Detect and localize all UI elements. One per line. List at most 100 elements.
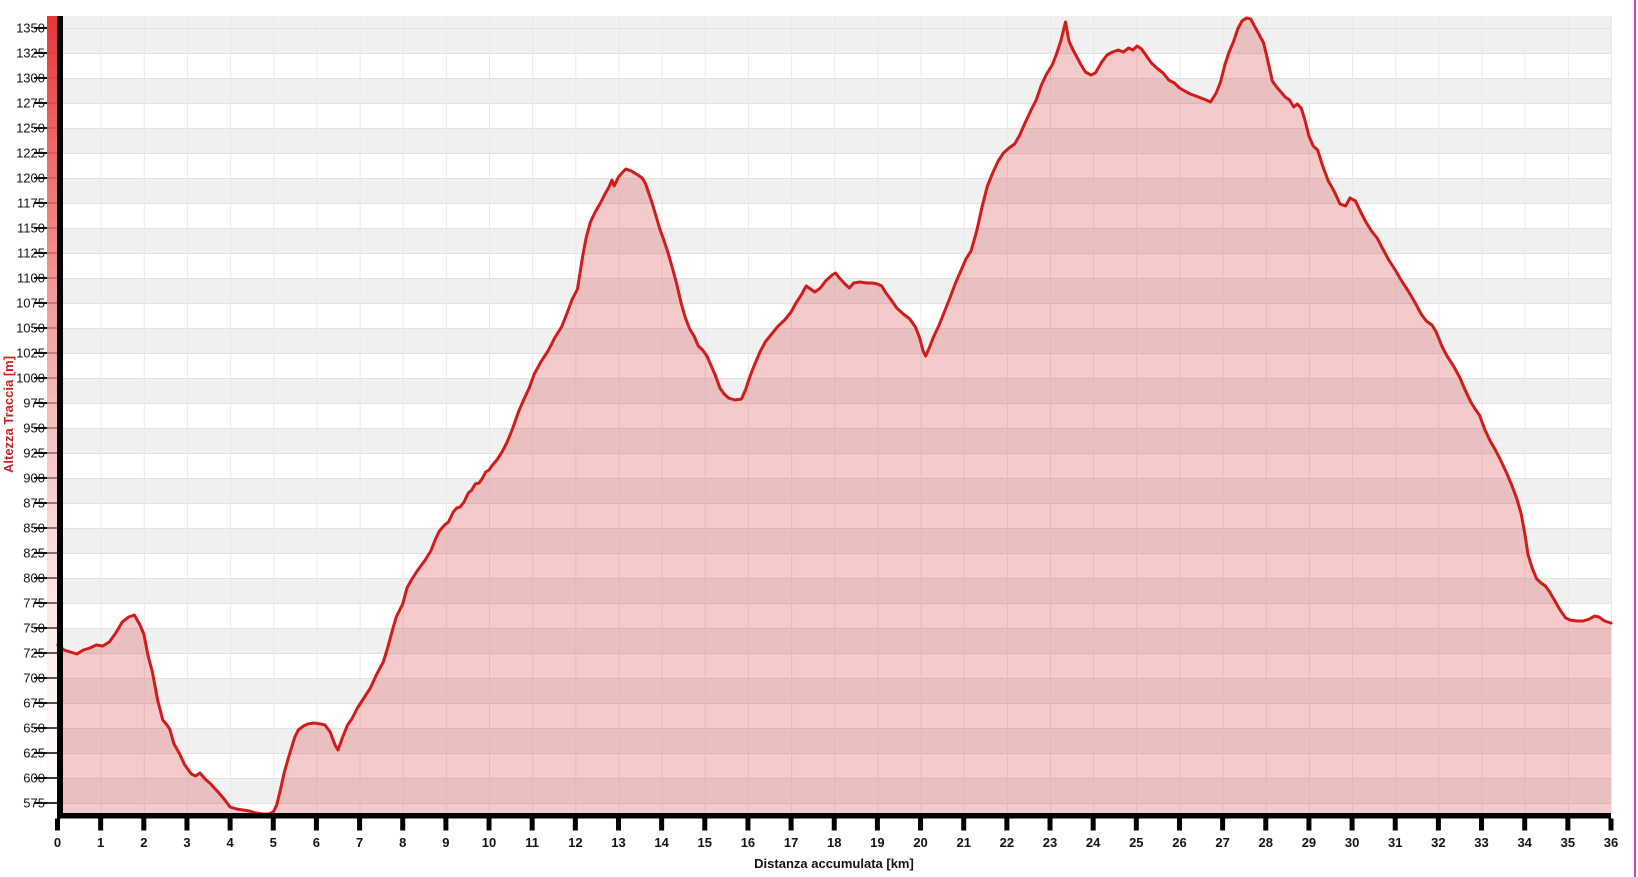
- y-tick-label: 900: [23, 471, 45, 486]
- x-tick: [313, 818, 319, 831]
- x-tick-label: 15: [698, 835, 712, 850]
- x-tick: [1565, 818, 1571, 831]
- y-tick-label: 1325: [16, 46, 45, 61]
- y-tick-label: 1050: [16, 321, 45, 336]
- x-tick-label: 24: [1086, 835, 1101, 850]
- x-tick-label: 8: [399, 835, 406, 850]
- y-tick-label: 775: [23, 596, 45, 611]
- plot-area[interactable]: [58, 16, 1612, 813]
- y-tick-label: 675: [23, 696, 45, 711]
- y-tick-label: 825: [23, 546, 45, 561]
- x-tick-label: 31: [1388, 835, 1402, 850]
- x-tick-label: 32: [1431, 835, 1445, 850]
- elevation-colorbar: [47, 16, 57, 813]
- x-tick: [443, 818, 449, 831]
- y-tick: [34, 727, 57, 729]
- y-tick-label: 725: [23, 646, 45, 661]
- x-tick-label: 0: [54, 835, 61, 850]
- y-tick: [34, 777, 57, 779]
- y-tick: [34, 702, 57, 704]
- y-tick: [34, 277, 57, 279]
- x-tick-label: 14: [654, 835, 669, 850]
- x-tick-label: 1: [97, 835, 104, 850]
- y-tick: [34, 27, 57, 29]
- x-tick: [918, 818, 924, 831]
- y-tick: [34, 627, 57, 629]
- y-tick: [34, 302, 57, 304]
- y-tick-label: 1125: [17, 246, 45, 261]
- y-tick: [34, 802, 57, 804]
- y-tick-label: 1100: [17, 271, 45, 286]
- x-tick: [486, 818, 492, 831]
- y-tick: [34, 452, 57, 454]
- y-tick-label: 750: [23, 621, 45, 636]
- x-tick: [1220, 818, 1226, 831]
- x-tick: [400, 818, 406, 831]
- x-tick-label: 28: [1259, 835, 1273, 850]
- x-tick: [659, 818, 665, 831]
- y-tick-label: 600: [23, 771, 45, 786]
- x-axis-line: [57, 813, 1611, 819]
- x-tick: [529, 818, 535, 831]
- x-tick: [1133, 818, 1139, 831]
- x-tick: [874, 818, 880, 831]
- x-tick-label: 9: [442, 835, 449, 850]
- x-tick: [98, 818, 104, 831]
- x-tick: [572, 818, 578, 831]
- y-tick-label: 850: [23, 521, 45, 536]
- y-tick: [34, 477, 57, 479]
- y-tick-label: 650: [23, 721, 45, 736]
- x-tick: [831, 818, 837, 831]
- x-tick: [615, 818, 621, 831]
- x-tick: [1479, 818, 1485, 831]
- y-tick-label: 800: [23, 571, 45, 586]
- x-tick-label: 16: [741, 835, 755, 850]
- y-tick-label: 1150: [17, 221, 45, 236]
- y-tick: [34, 227, 57, 229]
- x-tick-label: 7: [356, 835, 363, 850]
- x-tick-label: 2: [140, 835, 147, 850]
- y-tick: [34, 327, 57, 329]
- y-tick: [34, 127, 57, 129]
- x-tick-label: 13: [611, 835, 625, 850]
- y-tick-label: 1275: [16, 96, 45, 111]
- x-tick: [788, 818, 794, 831]
- y-tick-label: 1200: [16, 171, 45, 186]
- x-tick: [1263, 818, 1269, 831]
- x-tick: [1349, 818, 1355, 831]
- y-tick: [34, 577, 57, 579]
- x-tick: [55, 818, 60, 831]
- y-tick-label: 1350: [16, 21, 45, 36]
- x-tick-label: 34: [1517, 835, 1532, 850]
- y-axis-line: [57, 16, 63, 818]
- x-tick: [357, 818, 363, 831]
- x-tick: [141, 818, 147, 831]
- y-tick-label: 1000: [16, 371, 45, 386]
- y-tick: [34, 77, 57, 79]
- y-tick: [34, 352, 57, 354]
- y-tick: [34, 502, 57, 504]
- elevation-area-fill: [57, 18, 1611, 814]
- x-tick-label: 11: [525, 835, 539, 850]
- y-tick: [34, 152, 57, 154]
- x-tick-label: 12: [568, 835, 582, 850]
- y-tick-label: 1225: [16, 146, 45, 161]
- x-tick-label: 27: [1215, 835, 1229, 850]
- x-tick-label: 26: [1172, 835, 1186, 850]
- y-tick: [34, 552, 57, 554]
- y-tick-label: 1175: [17, 196, 45, 211]
- x-tick-label: 6: [313, 835, 320, 850]
- y-tick-label: 1300: [16, 71, 45, 86]
- y-tick: [34, 402, 57, 404]
- y-tick: [34, 377, 57, 379]
- x-tick: [1176, 818, 1182, 831]
- x-tick: [745, 818, 751, 831]
- x-tick-label: 20: [913, 835, 927, 850]
- x-tick: [1392, 818, 1398, 831]
- window-right-border: [1634, 0, 1636, 877]
- y-tick: [34, 202, 57, 204]
- x-tick-label: 5: [270, 835, 277, 850]
- x-tick: [702, 818, 708, 831]
